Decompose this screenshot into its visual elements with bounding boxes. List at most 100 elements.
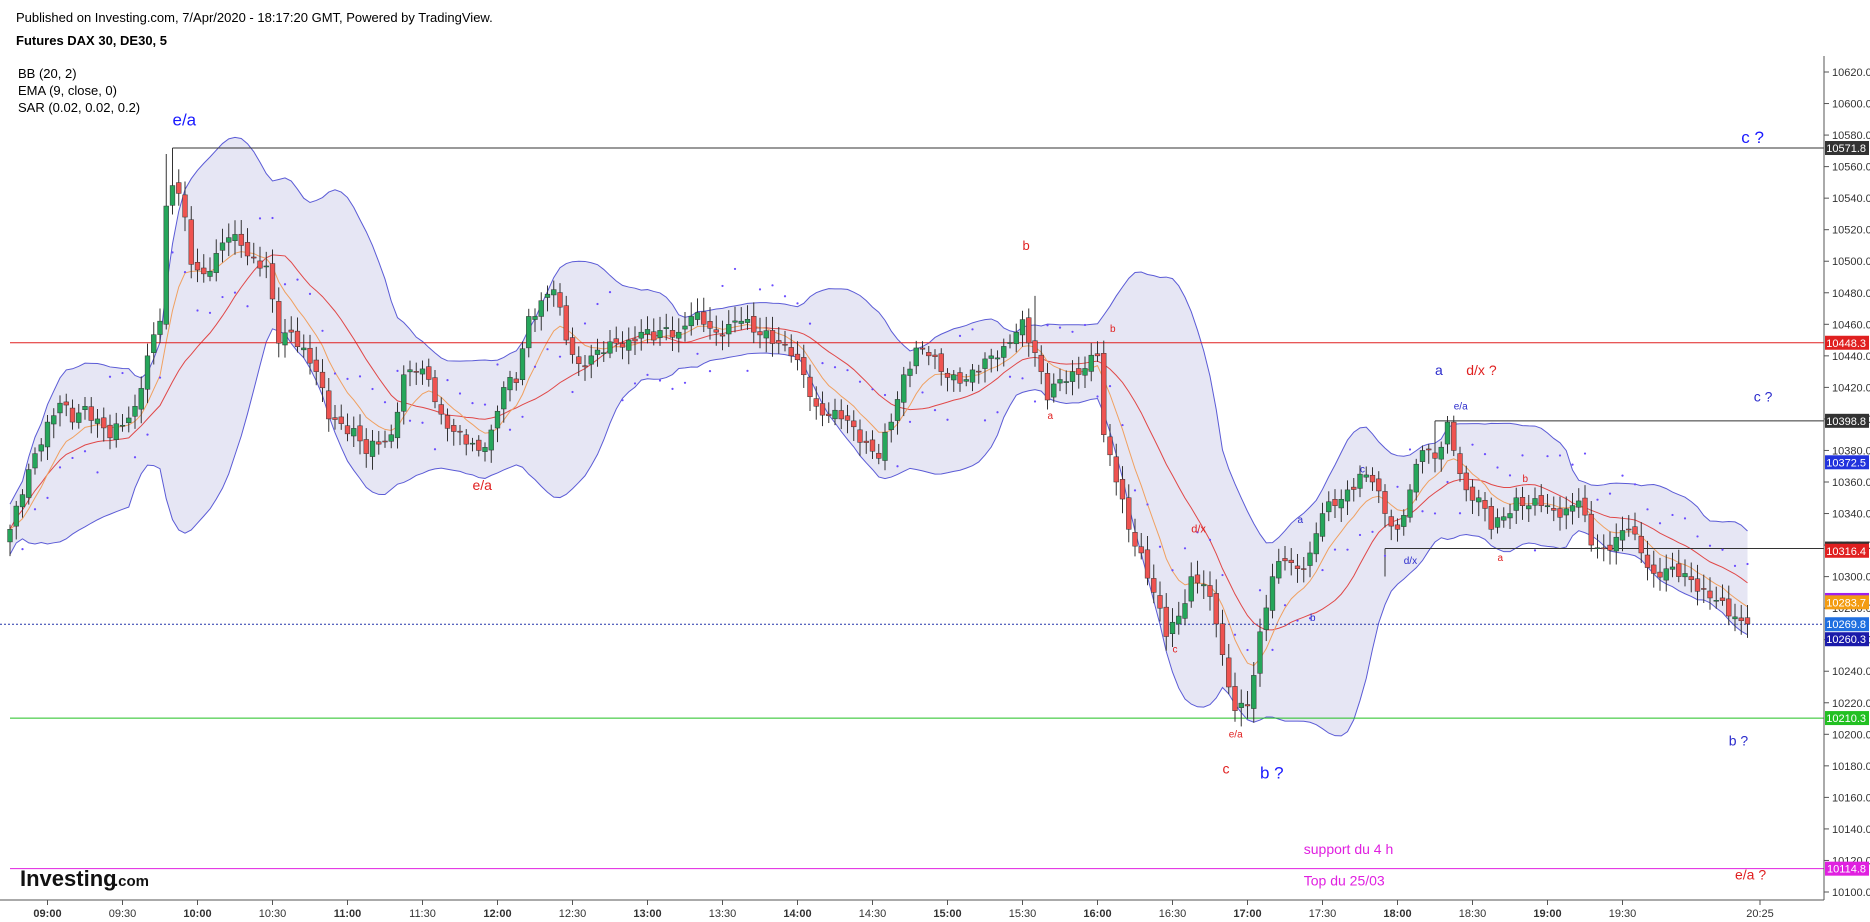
candle-body xyxy=(576,356,582,364)
candle-body xyxy=(207,271,213,277)
sar-dot xyxy=(133,456,137,459)
horizontal-levels[interactable] xyxy=(0,147,1824,870)
price-tick-label-4: 10180.0 xyxy=(1832,761,1870,773)
wave-label-4: a xyxy=(1048,411,1054,422)
candle-body xyxy=(1069,371,1076,382)
candle-body xyxy=(63,401,69,406)
candle-body xyxy=(526,316,532,349)
candle-body xyxy=(126,417,132,424)
candle-body xyxy=(451,425,457,432)
price-tick-label-20: 10500.0 xyxy=(1832,256,1870,268)
price-tick-label-0: 10100.0 xyxy=(1832,887,1870,899)
wave-label-24: Top du 25/03 xyxy=(1304,873,1385,889)
candle-body xyxy=(1026,317,1032,344)
candle-body xyxy=(1388,516,1394,527)
candle-body xyxy=(144,355,151,390)
sar-dot xyxy=(296,278,299,281)
candle-body xyxy=(919,347,926,350)
sar-dot xyxy=(1583,452,1587,455)
candle-body xyxy=(982,358,988,369)
wave-label-18: a xyxy=(1498,553,1504,564)
sar-dot xyxy=(783,295,787,298)
candle-body xyxy=(1638,535,1644,554)
candle-body xyxy=(507,377,513,391)
candle-body xyxy=(301,347,307,351)
candle-body xyxy=(1451,421,1457,451)
candle-body xyxy=(469,442,476,445)
sar-dot xyxy=(496,363,499,366)
sar-dot xyxy=(1633,483,1637,486)
sar-dot xyxy=(1283,604,1287,607)
candle-body xyxy=(638,331,644,339)
candle-body xyxy=(1607,544,1613,551)
candle-body xyxy=(338,416,344,424)
candle-body xyxy=(444,415,451,429)
candle-body xyxy=(832,409,838,420)
candle-body xyxy=(1282,558,1288,562)
candle-body xyxy=(1182,603,1188,619)
candle-body xyxy=(26,469,32,498)
candle-body xyxy=(1063,381,1069,383)
candle-body xyxy=(1694,578,1701,592)
wave-label-9: b ? xyxy=(1260,763,1284,782)
sar-dot xyxy=(671,387,674,390)
candle-body xyxy=(1226,657,1232,688)
candle-body xyxy=(1201,584,1207,587)
level-1-tag-box xyxy=(1825,335,1869,350)
sar-dot xyxy=(1083,323,1087,327)
candle-body xyxy=(1594,547,1601,549)
sar-dot xyxy=(1196,531,1199,534)
level-5-tag-box xyxy=(1825,861,1869,876)
sar-dot xyxy=(1258,589,1262,592)
candle-body xyxy=(394,411,401,439)
sar-dot xyxy=(58,466,62,469)
candle-body xyxy=(1307,552,1313,566)
sar-dot xyxy=(1308,617,1312,620)
candle-body xyxy=(1076,368,1082,375)
price-5-tag-box xyxy=(1825,632,1869,647)
sar-dot xyxy=(246,305,249,308)
time-axis[interactable]: 09:00 09:30 10:00 10:30 11:00 11:30 12:00 12:30… xyxy=(0,899,1824,920)
sar-dot xyxy=(1158,545,1162,548)
price-1-tag-label: 10316.4 xyxy=(1826,546,1866,558)
sar-dot xyxy=(996,411,999,414)
sar-dot xyxy=(408,419,412,422)
candle-body xyxy=(1526,505,1532,510)
candle-body xyxy=(1669,566,1676,570)
bollinger-bands xyxy=(9,136,1748,737)
sar-dot xyxy=(1108,385,1112,388)
candle-body xyxy=(1338,498,1344,509)
sar-dot xyxy=(1421,510,1424,513)
candle-body xyxy=(1463,472,1469,491)
candle-body xyxy=(1426,448,1432,451)
candle-body xyxy=(1326,501,1332,513)
indicator-ema[interactable]: EMA (9, close, 0) xyxy=(18,83,117,98)
candle-body xyxy=(1194,574,1201,584)
candlesticks[interactable] xyxy=(7,150,1751,727)
level-4-tag-box xyxy=(1825,711,1869,726)
wave-label-17: b xyxy=(1523,474,1529,485)
sar-dot xyxy=(283,283,287,286)
price-tick-label-12: 10340.0 xyxy=(1832,509,1870,521)
indicator-bb[interactable]: BB (20, 2) xyxy=(18,66,77,81)
candle-body xyxy=(1001,346,1007,358)
level-2-tag-label: 10398.8 xyxy=(1826,416,1866,428)
price-tick-label-26: 10620.0 xyxy=(1832,67,1870,79)
sar-dot xyxy=(1058,326,1062,329)
candle-body xyxy=(876,452,882,459)
candle-body xyxy=(694,312,701,320)
sar-dot xyxy=(608,291,612,294)
indicator-sar[interactable]: SAR (0.02, 0.02, 0.2) xyxy=(18,100,140,115)
price-tick-label-19: 10480.0 xyxy=(1832,288,1870,300)
candle-body xyxy=(938,353,944,372)
sar-dot xyxy=(1621,474,1624,477)
candle-body xyxy=(557,292,563,308)
price-tick-label-18: 10460.0 xyxy=(1832,319,1870,331)
sar-dot xyxy=(1358,533,1362,537)
sar-dot xyxy=(321,329,324,332)
candle-body xyxy=(1138,546,1144,554)
sar-dot xyxy=(1571,463,1574,466)
sar-dot xyxy=(1383,554,1387,557)
logo-wordmark: Investing xyxy=(20,866,117,891)
